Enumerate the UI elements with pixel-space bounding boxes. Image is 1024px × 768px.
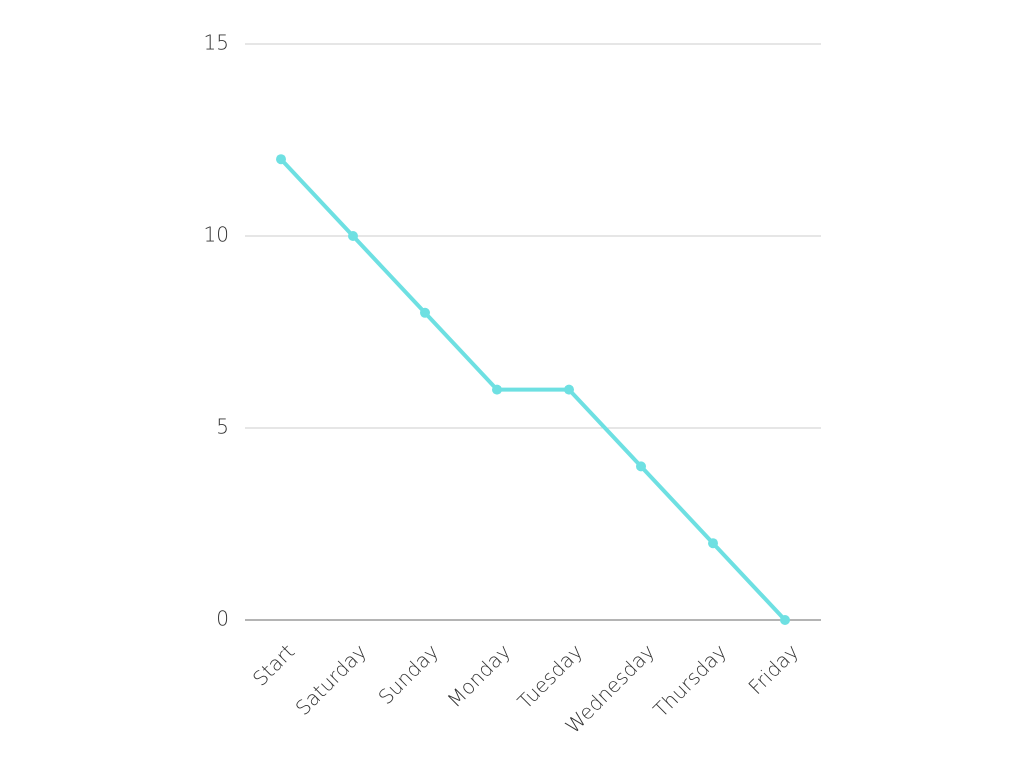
x-tick-label: Sunday xyxy=(373,639,443,709)
data-point-monday[interactable] xyxy=(492,384,502,395)
data-point-sunday[interactable] xyxy=(420,307,430,318)
y-tick-label: 0 xyxy=(216,607,229,631)
data-point-tuesday[interactable] xyxy=(564,384,574,395)
data-point-friday[interactable] xyxy=(780,615,790,625)
grid-lines xyxy=(245,43,821,621)
series-layer xyxy=(276,154,790,625)
data-point-saturday[interactable] xyxy=(348,231,358,241)
x-tick-label: Monday xyxy=(442,639,515,712)
data-point-thursday[interactable] xyxy=(708,538,718,549)
x-tick-label: Tuesday xyxy=(513,639,588,714)
data-point-wednesday[interactable] xyxy=(636,461,646,472)
y-axis-ticks: 0 5 10 15 xyxy=(204,31,229,631)
y-tick-label: 10 xyxy=(204,223,229,247)
x-tick-label: Start xyxy=(248,639,300,691)
x-tick-label: Saturday xyxy=(291,639,372,720)
data-point-start[interactable] xyxy=(276,154,286,165)
y-tick-label: 15 xyxy=(204,31,229,55)
x-tick-label: Thursday xyxy=(649,639,732,722)
series-line xyxy=(279,157,787,622)
x-tick-label: Friday xyxy=(743,639,803,699)
y-tick-label: 5 xyxy=(216,415,229,439)
